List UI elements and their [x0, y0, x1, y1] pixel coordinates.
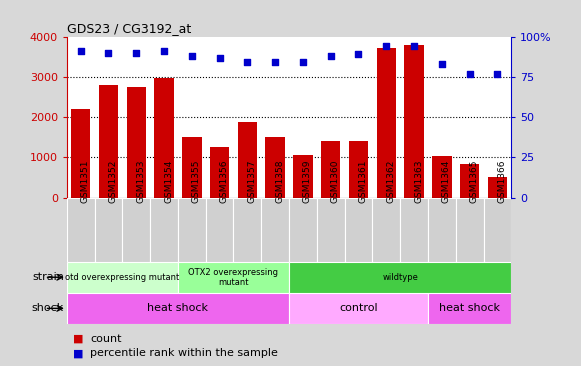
Text: GSM1360: GSM1360 [331, 159, 340, 203]
Point [271, 59, 280, 65]
Text: GDS23 / CG3192_at: GDS23 / CG3192_at [67, 22, 191, 36]
Bar [404, 45, 424, 198]
Bar [206, 198, 234, 262]
Text: GSM1356: GSM1356 [220, 159, 228, 203]
Bar [456, 198, 483, 262]
Text: ■: ■ [73, 333, 83, 344]
Point [132, 50, 141, 56]
Bar [487, 177, 507, 198]
Text: GSM1354: GSM1354 [164, 159, 173, 203]
Bar [67, 262, 178, 293]
Bar [210, 146, 229, 198]
Text: GSM1366: GSM1366 [497, 159, 507, 203]
Bar [178, 262, 289, 293]
Bar [460, 164, 479, 198]
Bar [71, 109, 91, 198]
Text: GSM1362: GSM1362 [386, 159, 395, 203]
Bar [182, 137, 202, 198]
Bar [483, 198, 511, 262]
Bar [266, 137, 285, 198]
Point [298, 59, 307, 65]
Bar [400, 198, 428, 262]
Point [104, 50, 113, 56]
Text: OTX2 overexpressing
mutant: OTX2 overexpressing mutant [188, 268, 278, 287]
Text: GSM1358: GSM1358 [275, 159, 284, 203]
Bar [349, 141, 368, 198]
Point [326, 53, 335, 59]
Point [493, 71, 502, 76]
Text: GSM1364: GSM1364 [442, 159, 451, 203]
Text: strain: strain [32, 272, 64, 282]
Bar [293, 155, 313, 198]
Text: wildtype: wildtype [382, 273, 418, 282]
Text: GSM1352: GSM1352 [109, 159, 117, 203]
Bar [345, 198, 372, 262]
Text: GSM1357: GSM1357 [248, 159, 256, 203]
Point [382, 43, 391, 49]
Bar [67, 293, 289, 324]
Text: percentile rank within the sample: percentile rank within the sample [90, 348, 278, 358]
Point [159, 48, 168, 54]
Bar [321, 141, 340, 198]
Text: shock: shock [31, 303, 64, 313]
Text: GSM1353: GSM1353 [137, 159, 145, 203]
Text: GSM1359: GSM1359 [303, 159, 312, 203]
Text: control: control [339, 303, 378, 313]
Bar [150, 198, 178, 262]
Text: count: count [90, 333, 121, 344]
Bar [317, 198, 345, 262]
Text: heat shock: heat shock [148, 303, 209, 313]
Point [465, 71, 474, 76]
Bar [261, 198, 289, 262]
Point [410, 43, 419, 49]
Text: ■: ■ [73, 348, 83, 358]
Bar [432, 156, 451, 198]
Text: otd overexpressing mutant: otd overexpressing mutant [65, 273, 180, 282]
Text: GSM1365: GSM1365 [469, 159, 479, 203]
Bar [67, 198, 95, 262]
Bar [289, 262, 511, 293]
Bar [428, 293, 511, 324]
Point [76, 48, 85, 54]
Bar [99, 85, 118, 198]
Bar [289, 293, 428, 324]
Text: GSM1351: GSM1351 [81, 159, 89, 203]
Point [187, 53, 196, 59]
Text: GSM1363: GSM1363 [414, 159, 423, 203]
Bar [123, 198, 150, 262]
Bar [376, 48, 396, 198]
Point [437, 61, 446, 67]
Bar [127, 87, 146, 198]
Bar [95, 198, 123, 262]
Point [354, 51, 363, 57]
Bar [428, 198, 456, 262]
Bar [234, 198, 261, 262]
Point [243, 59, 252, 65]
Bar [238, 122, 257, 198]
Text: heat shock: heat shock [439, 303, 500, 313]
Text: GSM1361: GSM1361 [358, 159, 368, 203]
Bar [155, 78, 174, 198]
Bar [289, 198, 317, 262]
Bar [372, 198, 400, 262]
Point [215, 55, 224, 60]
Text: GSM1355: GSM1355 [192, 159, 201, 203]
Bar [178, 198, 206, 262]
